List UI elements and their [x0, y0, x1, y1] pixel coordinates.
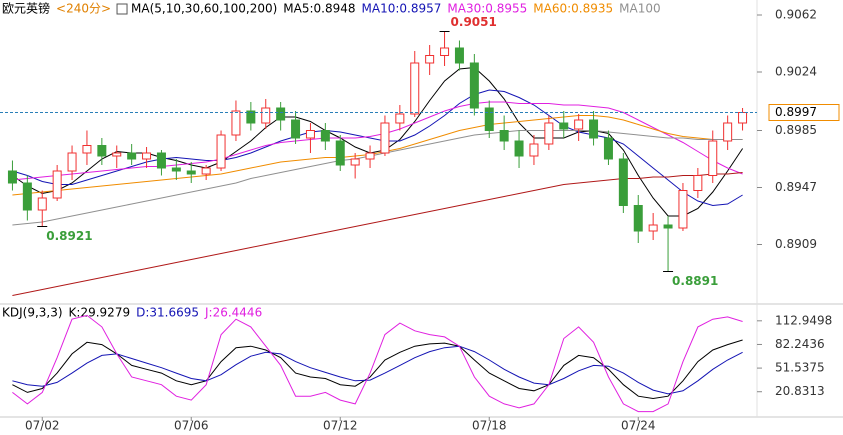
ma-line	[12, 115, 743, 196]
low-label: 0.8891	[672, 274, 718, 288]
candle-body	[574, 119, 584, 130]
header-label: D:31.6695	[136, 306, 199, 320]
header-label: MA100	[619, 2, 660, 16]
candle-body	[276, 107, 286, 121]
candle-body	[97, 145, 107, 157]
y-tick-label: 0.9062	[775, 8, 817, 22]
y-tick-label: 0.8985	[775, 123, 817, 137]
candle-body	[335, 140, 345, 166]
header-label: J:26.4446	[204, 306, 262, 320]
header-label: MA5:0.8948	[283, 2, 355, 16]
high-label: 0.9051	[451, 15, 497, 29]
candle-body	[678, 190, 688, 229]
header-label: KDJ(9,3,3)	[2, 306, 63, 320]
y-tick-label: 0.8909	[775, 237, 817, 251]
candle-body	[544, 122, 554, 145]
candle-body	[7, 170, 17, 184]
candle-body	[648, 224, 658, 232]
indicator-line	[12, 314, 743, 413]
y-tick-label: 20.8313	[775, 384, 825, 398]
candle-body	[201, 167, 211, 175]
candle-body	[380, 122, 390, 154]
header-label: <240分>	[56, 2, 111, 16]
candle-body	[708, 140, 718, 176]
candle-body	[663, 224, 673, 229]
header-label: MA60:0.8935	[533, 2, 613, 16]
low-label: 0.8921	[46, 229, 92, 243]
y-tick-label: 0.8947	[775, 180, 817, 194]
candle-body	[22, 182, 32, 211]
ma-line	[12, 101, 743, 181]
candle-body	[37, 197, 47, 211]
header-label: MA30:0.8955	[447, 2, 527, 16]
candle-body	[67, 152, 77, 172]
candle-body	[603, 137, 613, 160]
indicator-icon	[116, 3, 128, 15]
header-label: 欧元英镑	[2, 1, 50, 16]
header-label: MA10:0.8957	[362, 2, 442, 16]
candle-body	[693, 175, 703, 191]
candle-body	[186, 170, 196, 175]
candle-body	[291, 119, 301, 139]
candle-body	[559, 122, 569, 130]
y-tick-label: 112.9498	[775, 313, 832, 327]
indicator-line	[12, 339, 743, 400]
candle-body	[589, 119, 599, 139]
candle-body	[171, 167, 181, 172]
candle-body	[127, 152, 137, 160]
candle-body	[350, 158, 360, 166]
candle-body	[365, 152, 375, 160]
candle-body	[738, 112, 748, 124]
candle-body	[216, 134, 226, 169]
x-tick-label: 07/06	[174, 419, 209, 433]
candle-body	[440, 47, 450, 56]
candle-body	[529, 143, 539, 157]
candle-body	[484, 107, 494, 131]
candle-body	[231, 110, 241, 136]
candle-body	[52, 170, 62, 199]
price-label: 0.8997	[775, 105, 817, 119]
candle-body	[395, 113, 405, 124]
x-tick-label: 07/18	[472, 419, 507, 433]
candle-body	[82, 145, 92, 154]
candle-body	[261, 107, 271, 124]
candle-body	[425, 55, 435, 64]
x-tick-label: 07/12	[323, 419, 358, 433]
candle-body	[142, 152, 152, 160]
candle-body	[469, 62, 479, 109]
candle-body	[246, 110, 256, 124]
candle-body	[499, 130, 509, 142]
candle-body	[410, 62, 420, 115]
candle-body	[156, 152, 166, 169]
y-tick-label: 51.5375	[775, 361, 825, 375]
candle-body	[514, 140, 524, 157]
candle-body	[320, 130, 330, 142]
candle-body	[112, 152, 122, 157]
candle-body	[305, 130, 315, 139]
candle-body	[723, 122, 733, 142]
candle-body	[618, 158, 628, 206]
header-label: MA(5,10,30,60,100,200)	[131, 2, 277, 16]
x-tick-label: 07/02	[25, 419, 60, 433]
ma-line	[12, 89, 743, 207]
x-tick-label: 07/24	[621, 419, 656, 433]
candle-body	[633, 205, 643, 232]
y-tick-label: 0.9024	[775, 65, 817, 79]
indicator-line	[12, 345, 743, 395]
price-box	[768, 104, 840, 121]
candle-body	[454, 47, 464, 64]
ma-line	[12, 130, 743, 226]
y-tick-label: 82.2436	[775, 337, 825, 351]
